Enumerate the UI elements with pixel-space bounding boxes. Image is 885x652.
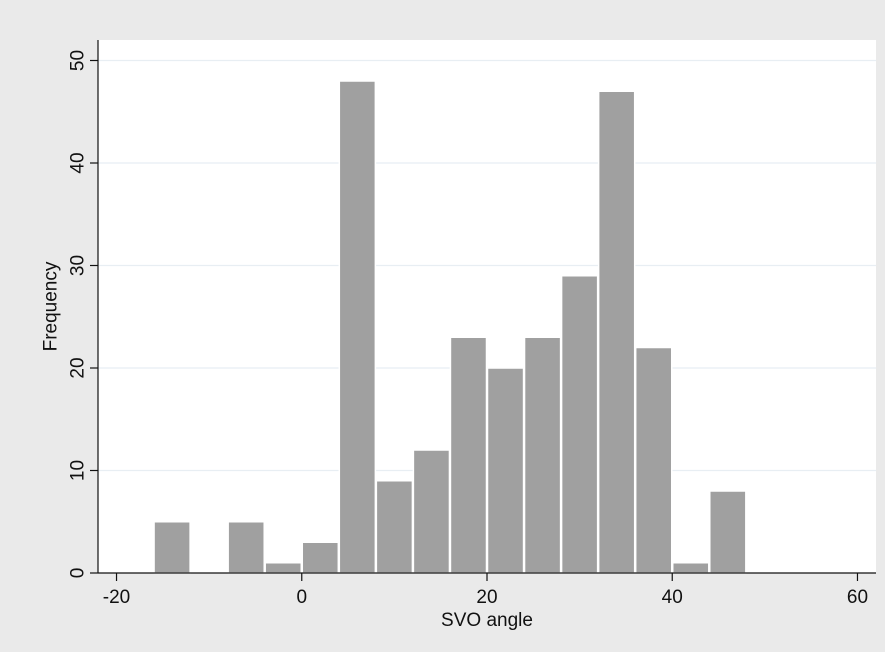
tick-marks [90, 59, 859, 581]
x-tick-label--20: -20 [103, 587, 130, 608]
y-tick-label-0: 0 [68, 568, 89, 579]
x-tick-label-60: 60 [847, 587, 868, 608]
histogram-bar-2 [264, 562, 303, 574]
y-tick-label-40: 40 [68, 152, 89, 173]
histogram-bar-7 [449, 336, 488, 574]
histogram-bar-14 [709, 490, 747, 574]
tick-labels: -20 0 20 40 60 0 10 20 30 40 50 [68, 50, 869, 608]
histogram-bar-3 [301, 541, 340, 574]
x-tick-label-40: 40 [662, 587, 683, 608]
histogram-bar-0 [153, 521, 191, 574]
histogram-bar-13 [671, 562, 710, 574]
y-tick-label-50: 50 [68, 50, 89, 71]
histogram-bar-6 [412, 449, 451, 574]
x-tick-label-20: 20 [476, 587, 497, 608]
histogram-bar-1 [227, 521, 265, 574]
histogram-bar-5 [375, 480, 414, 574]
histogram-bar-12 [634, 346, 673, 574]
y-axis-label: Frequency [41, 261, 62, 351]
histogram-bar-9 [523, 336, 562, 574]
x-axis-label: SVO angle [441, 610, 533, 631]
histogram-bar-8 [486, 367, 525, 574]
histogram-bar-11 [597, 90, 636, 574]
histogram-bar-10 [560, 275, 599, 574]
y-tick-label-10: 10 [68, 460, 89, 481]
y-tick-label-30: 30 [68, 255, 89, 276]
histogram-bar-4 [338, 80, 377, 574]
x-tick-label-0: 0 [296, 587, 307, 608]
y-tick-label-20: 20 [68, 357, 89, 378]
